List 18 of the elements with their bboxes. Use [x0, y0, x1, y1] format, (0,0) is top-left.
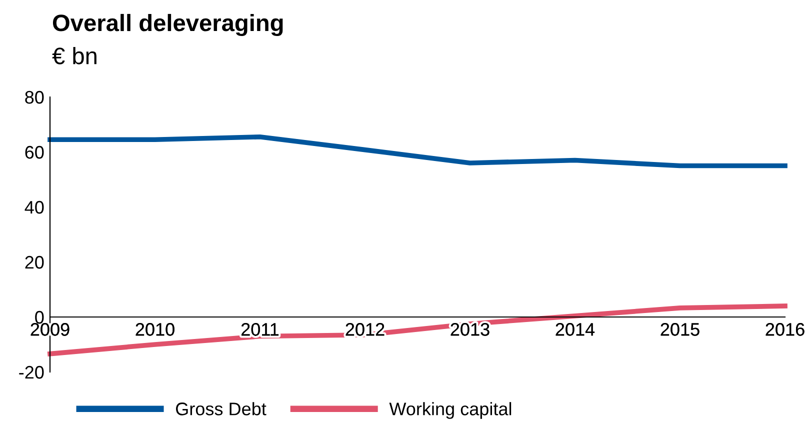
y-tick-label: 40	[24, 200, 44, 214]
chart-title: Overall deleveraging	[52, 14, 283, 36]
x-tick-label: 2013	[450, 323, 490, 336]
y-tick-label: 20	[25, 256, 44, 269]
x-tick-label: 2015	[660, 323, 700, 336]
x-tick-label: 2016	[766, 323, 804, 336]
x-tick-label: 2011	[241, 323, 279, 336]
legend-label: Gross Debt	[176, 402, 266, 416]
line-series	[48, 134, 788, 168]
legend-label: Working capital	[389, 402, 512, 419]
y-tick-label: 80	[25, 90, 44, 104]
x-tick-label: 2010	[136, 323, 174, 336]
y-tick-label: -20	[19, 366, 44, 379]
y-tick-label: 60	[25, 146, 44, 159]
chart-subtitle: € bn	[52, 46, 96, 64]
y-tick-label: 0	[35, 310, 44, 324]
x-tick-label: 2014	[556, 323, 595, 336]
x-tick-label: 2012	[346, 323, 384, 336]
